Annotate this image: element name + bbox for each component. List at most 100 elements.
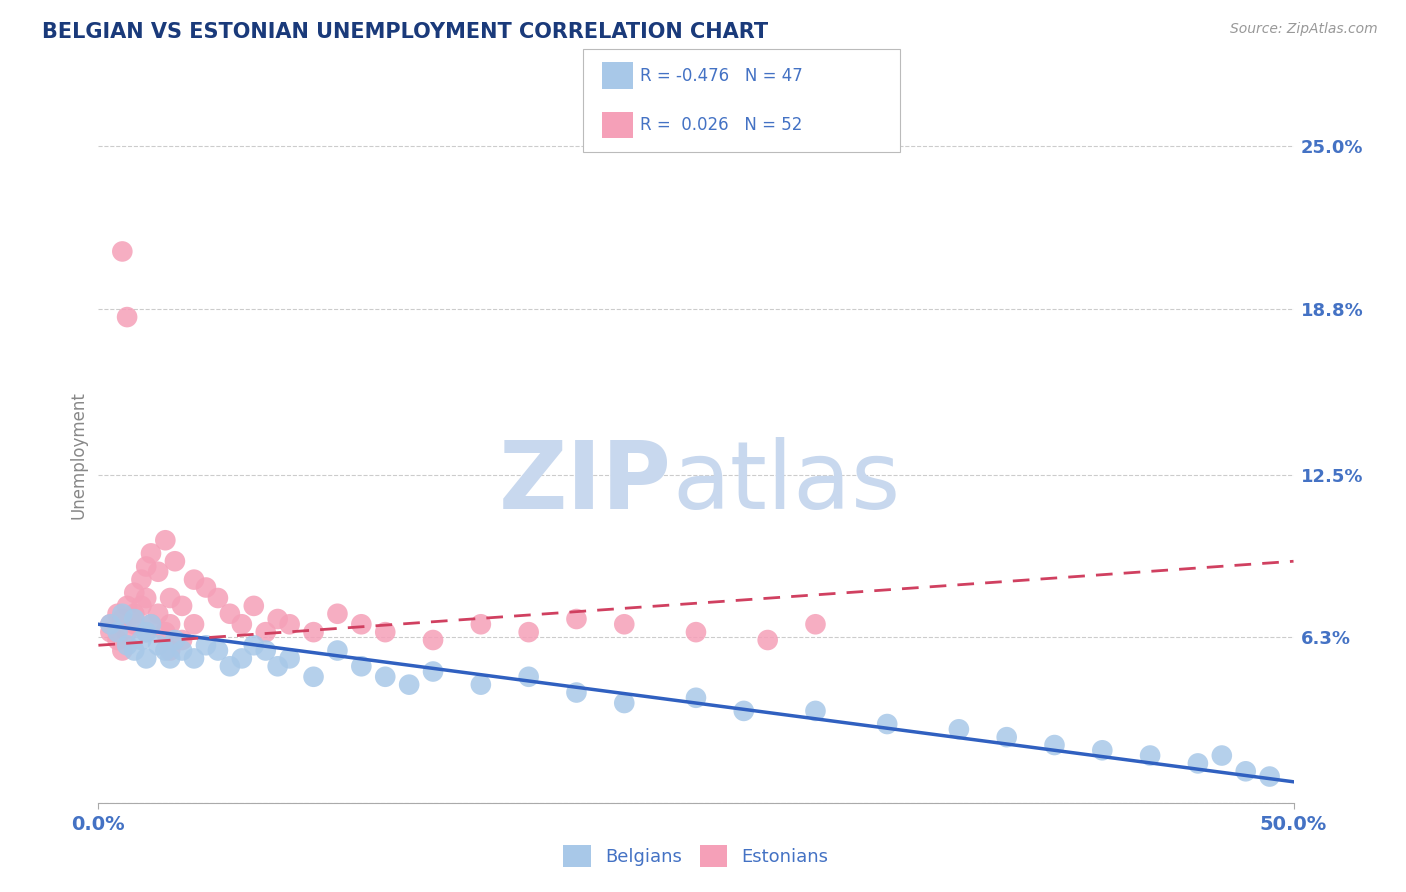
Text: BELGIAN VS ESTONIAN UNEMPLOYMENT CORRELATION CHART: BELGIAN VS ESTONIAN UNEMPLOYMENT CORRELA… bbox=[42, 22, 768, 42]
Point bbox=[172, 633, 194, 648]
Point bbox=[115, 310, 138, 324]
Point bbox=[98, 617, 122, 632]
Point bbox=[685, 690, 707, 705]
Point bbox=[254, 643, 277, 657]
Point bbox=[350, 659, 373, 673]
Point bbox=[163, 633, 186, 648]
Point bbox=[111, 643, 134, 657]
Point bbox=[172, 599, 194, 613]
Point bbox=[183, 573, 205, 587]
Point bbox=[278, 617, 301, 632]
Point bbox=[1187, 756, 1209, 771]
Point bbox=[326, 607, 349, 621]
Point bbox=[1043, 738, 1066, 752]
Point bbox=[159, 591, 181, 605]
Point bbox=[1211, 748, 1233, 763]
Point bbox=[243, 599, 266, 613]
Point bbox=[159, 617, 181, 632]
Point bbox=[172, 643, 194, 657]
Point bbox=[302, 670, 325, 684]
Point bbox=[398, 678, 420, 692]
Point bbox=[148, 565, 170, 579]
Point bbox=[422, 633, 444, 648]
Point bbox=[243, 638, 266, 652]
Point bbox=[124, 617, 146, 632]
Point bbox=[139, 617, 162, 632]
Point bbox=[267, 612, 290, 626]
Point bbox=[159, 643, 181, 657]
Point bbox=[159, 651, 181, 665]
Point bbox=[517, 670, 540, 684]
Point bbox=[302, 625, 325, 640]
Point bbox=[183, 651, 205, 665]
Point bbox=[995, 730, 1018, 744]
Point bbox=[131, 573, 153, 587]
Point bbox=[374, 625, 396, 640]
Point bbox=[194, 638, 218, 652]
Text: Source: ZipAtlas.com: Source: ZipAtlas.com bbox=[1230, 22, 1378, 37]
Point bbox=[107, 633, 129, 648]
Point bbox=[155, 533, 177, 548]
Point bbox=[183, 617, 205, 632]
Point bbox=[124, 586, 146, 600]
Point bbox=[107, 625, 129, 640]
Point bbox=[111, 607, 134, 621]
Point bbox=[231, 651, 253, 665]
Point bbox=[470, 678, 492, 692]
Legend: Belgians, Estonians: Belgians, Estonians bbox=[557, 838, 835, 874]
Point bbox=[139, 546, 162, 560]
Point bbox=[155, 643, 177, 657]
Point bbox=[254, 625, 277, 640]
Point bbox=[278, 651, 301, 665]
Point bbox=[135, 559, 157, 574]
Point bbox=[374, 670, 396, 684]
Point bbox=[948, 723, 970, 737]
Point bbox=[124, 607, 146, 621]
Point bbox=[565, 685, 588, 699]
Point bbox=[131, 599, 153, 613]
Point bbox=[111, 612, 134, 626]
Text: atlas: atlas bbox=[672, 437, 900, 529]
Point bbox=[804, 704, 827, 718]
Point bbox=[124, 643, 146, 657]
Point bbox=[135, 651, 157, 665]
Point bbox=[115, 599, 138, 613]
Point bbox=[115, 638, 138, 652]
Point bbox=[350, 617, 373, 632]
Point bbox=[148, 607, 170, 621]
Point bbox=[115, 625, 138, 640]
Point bbox=[107, 607, 129, 621]
Point bbox=[1258, 770, 1281, 784]
Point bbox=[565, 612, 588, 626]
Point bbox=[1091, 743, 1114, 757]
Point bbox=[613, 617, 636, 632]
Point bbox=[207, 643, 229, 657]
Point bbox=[422, 665, 444, 679]
Text: R =  0.026   N = 52: R = 0.026 N = 52 bbox=[640, 116, 801, 134]
Point bbox=[131, 633, 153, 648]
Point bbox=[1234, 764, 1257, 779]
Point bbox=[98, 625, 122, 640]
Point bbox=[219, 659, 242, 673]
Text: ZIP: ZIP bbox=[499, 437, 672, 529]
Point bbox=[685, 625, 707, 640]
Point bbox=[194, 581, 218, 595]
Point bbox=[876, 717, 898, 731]
Point bbox=[111, 244, 134, 259]
Point bbox=[124, 612, 146, 626]
Point bbox=[139, 617, 162, 632]
Point bbox=[267, 659, 290, 673]
Point bbox=[517, 625, 540, 640]
Point bbox=[219, 607, 242, 621]
Point bbox=[155, 625, 177, 640]
Point bbox=[1139, 748, 1161, 763]
Point bbox=[470, 617, 492, 632]
Point bbox=[207, 591, 229, 605]
Point bbox=[135, 625, 157, 640]
Point bbox=[613, 696, 636, 710]
Point bbox=[231, 617, 253, 632]
Point bbox=[135, 625, 157, 640]
Point bbox=[135, 591, 157, 605]
Y-axis label: Unemployment: Unemployment bbox=[69, 391, 87, 519]
Point bbox=[326, 643, 349, 657]
